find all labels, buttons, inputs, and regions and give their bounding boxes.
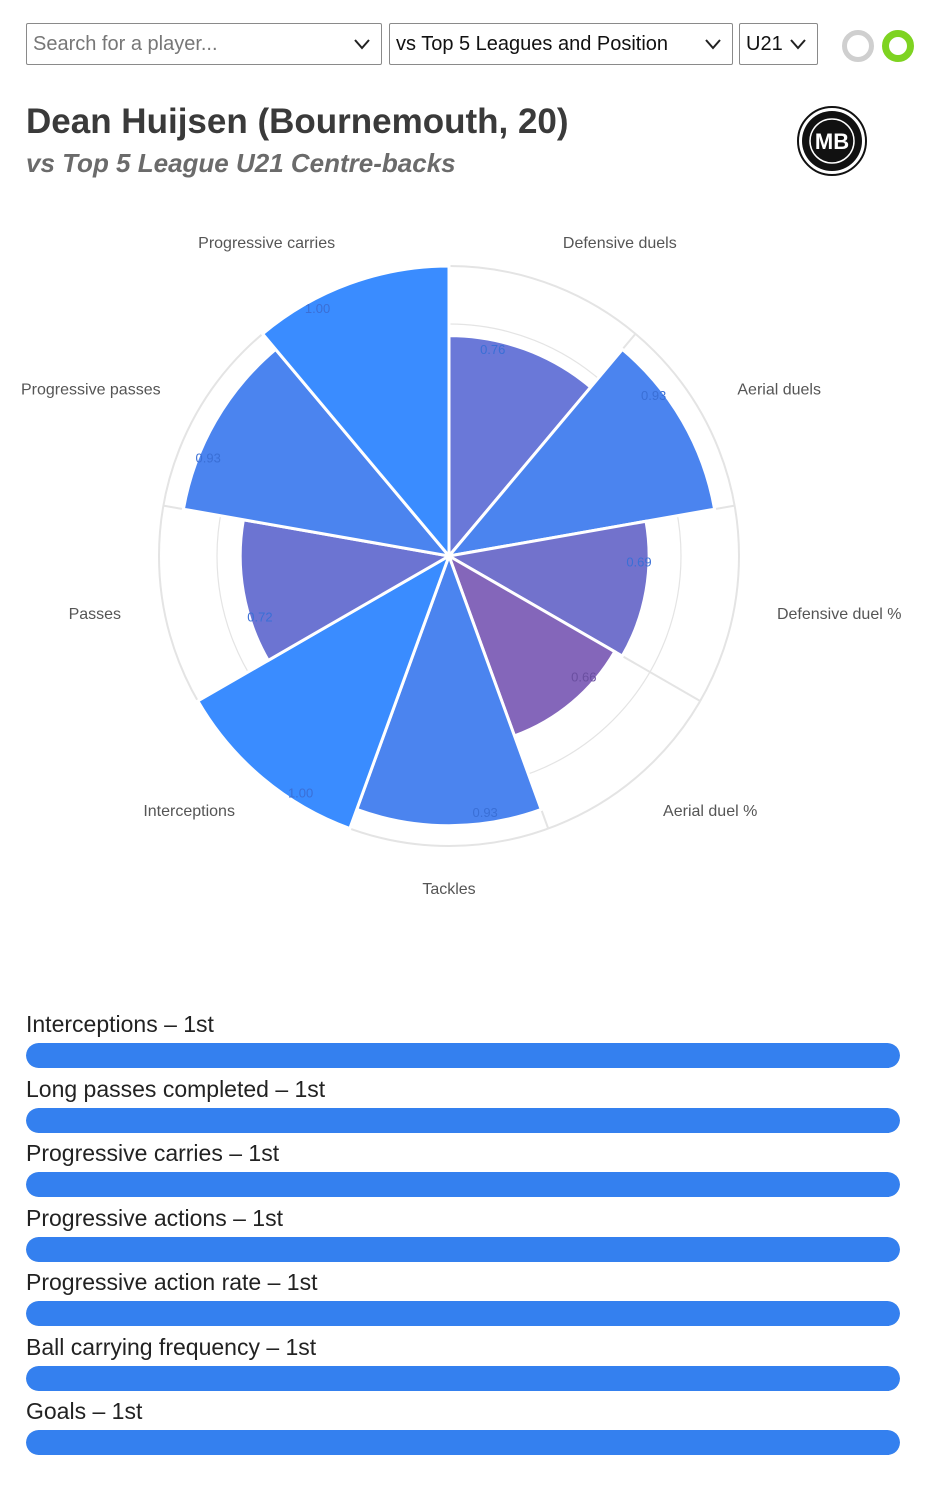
radar-wedge xyxy=(181,347,453,559)
ranking-bar-fill xyxy=(26,1236,900,1262)
ranking-label: Ball carrying frequency – 1st xyxy=(26,1333,317,1360)
value-label: 1.00 xyxy=(288,785,313,800)
ranking-bar-track xyxy=(26,1043,900,1068)
ranking-item: Progressive action rate – 1st xyxy=(26,1267,902,1326)
comparison-select[interactable]: vs Top 5 Leagues and Position xyxy=(389,23,733,65)
ranking-bar-fill xyxy=(26,1043,900,1068)
category-label: Progressive passes xyxy=(21,382,161,399)
age-group-select[interactable]: U21 xyxy=(739,23,818,65)
value-label: 0.76 xyxy=(480,342,505,357)
ranking-item: Long passes completed – 1st xyxy=(26,1074,902,1133)
chevron-down-icon xyxy=(354,39,370,50)
ranking-bar-fill xyxy=(26,1301,900,1326)
ranking-bar-track xyxy=(26,1365,900,1391)
radar-wedge xyxy=(195,552,452,831)
ranking-bar-fill xyxy=(26,1365,900,1391)
ranking-bar-fill xyxy=(26,1430,900,1455)
ranking-bar-fill xyxy=(26,1107,900,1133)
theme-toggle-light[interactable] xyxy=(842,30,874,62)
age-group-value: U21 xyxy=(746,32,783,55)
ranking-bar-track xyxy=(26,1107,900,1133)
ranking-item: Goals – 1st xyxy=(26,1396,902,1455)
ranking-item: Progressive actions – 1st xyxy=(26,1203,902,1262)
category-label: Aerial duels xyxy=(737,382,821,399)
logo-text: MB xyxy=(815,129,849,154)
radar-chart: 0.76 Defensive duels 0.93 Aerial duels 0.69 D… xyxy=(21,235,902,898)
category-label: Aerial duel % xyxy=(663,803,757,820)
category-label: Passes xyxy=(69,606,121,623)
value-label: 0.93 xyxy=(472,805,497,820)
chevron-down-icon xyxy=(705,39,721,50)
ranking-item: Progressive carries – 1st xyxy=(26,1138,902,1197)
ranking-item: Ball carrying frequency – 1st xyxy=(26,1332,902,1391)
radar-wedge xyxy=(444,519,651,659)
ranking-label: Progressive carries – 1st xyxy=(26,1140,280,1166)
value-label: 0.69 xyxy=(626,555,651,570)
search-placeholder: Search for a player... xyxy=(33,32,218,55)
ranking-label: Progressive actions – 1st xyxy=(26,1204,283,1231)
ranking-bar-track xyxy=(26,1172,900,1197)
radar-wedge xyxy=(260,264,451,561)
radar-wedge xyxy=(238,518,454,663)
value-label: 1.00 xyxy=(305,301,330,316)
chevron-down-icon xyxy=(790,39,806,50)
radar-wedge xyxy=(354,551,544,828)
category-label: Progressive carries xyxy=(198,235,335,252)
comparison-subtitle: vs Top 5 League U21 Centre-backs xyxy=(26,148,456,178)
value-label: 0.66 xyxy=(571,669,596,684)
player-search-input[interactable]: Search for a player... xyxy=(26,23,382,65)
ranking-label: Long passes completed – 1st xyxy=(26,1075,326,1102)
value-label: 0.93 xyxy=(641,388,666,403)
category-label: Defensive duel % xyxy=(777,606,902,623)
ranking-bar-track xyxy=(26,1301,900,1326)
value-label: 0.93 xyxy=(196,451,221,466)
ranking-bar-fill xyxy=(26,1172,900,1197)
player-title: Dean Huijsen (Bournemouth, 20) xyxy=(26,102,569,141)
category-label: Defensive duels xyxy=(563,235,677,252)
mb-logo: MB xyxy=(797,106,867,176)
ranking-label: Goals – 1st xyxy=(26,1398,143,1424)
ranking-label: Progressive action rate – 1st xyxy=(26,1269,318,1295)
ranking-bar-track xyxy=(26,1430,900,1455)
ranking-label: Interceptions – 1st xyxy=(26,1011,214,1037)
ranking-item: Interceptions – 1st xyxy=(26,1009,902,1068)
ranking-bar-track xyxy=(26,1236,900,1262)
radar-wedge xyxy=(446,552,617,738)
value-label: 0.72 xyxy=(247,609,272,624)
category-label: Interceptions xyxy=(143,803,235,820)
category-label: Tackles xyxy=(422,881,475,898)
radar-wedge xyxy=(447,334,593,561)
theme-toggle-active[interactable] xyxy=(882,30,914,62)
comparison-value: vs Top 5 Leagues and Position xyxy=(396,32,669,55)
radar-wedge xyxy=(445,347,717,559)
